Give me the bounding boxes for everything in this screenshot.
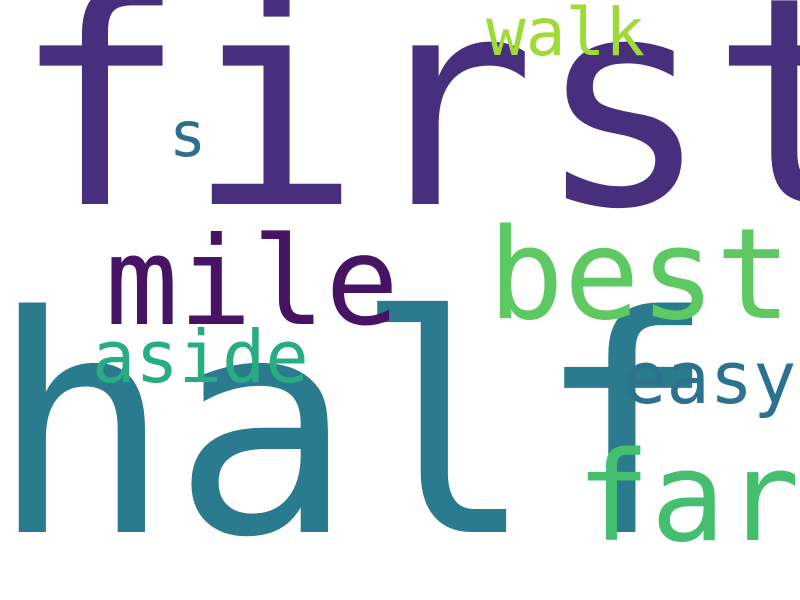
word-s: s [169, 98, 207, 171]
word-aside: aside [92, 315, 309, 399]
word-mile: mile [105, 211, 399, 353]
word-easy: easy [623, 336, 797, 420]
word-walk: walk [486, 0, 645, 71]
word-best: best [488, 201, 792, 348]
word-half: half [0, 253, 718, 600]
word-first: first [12, 0, 800, 273]
word-far: far [576, 426, 800, 570]
